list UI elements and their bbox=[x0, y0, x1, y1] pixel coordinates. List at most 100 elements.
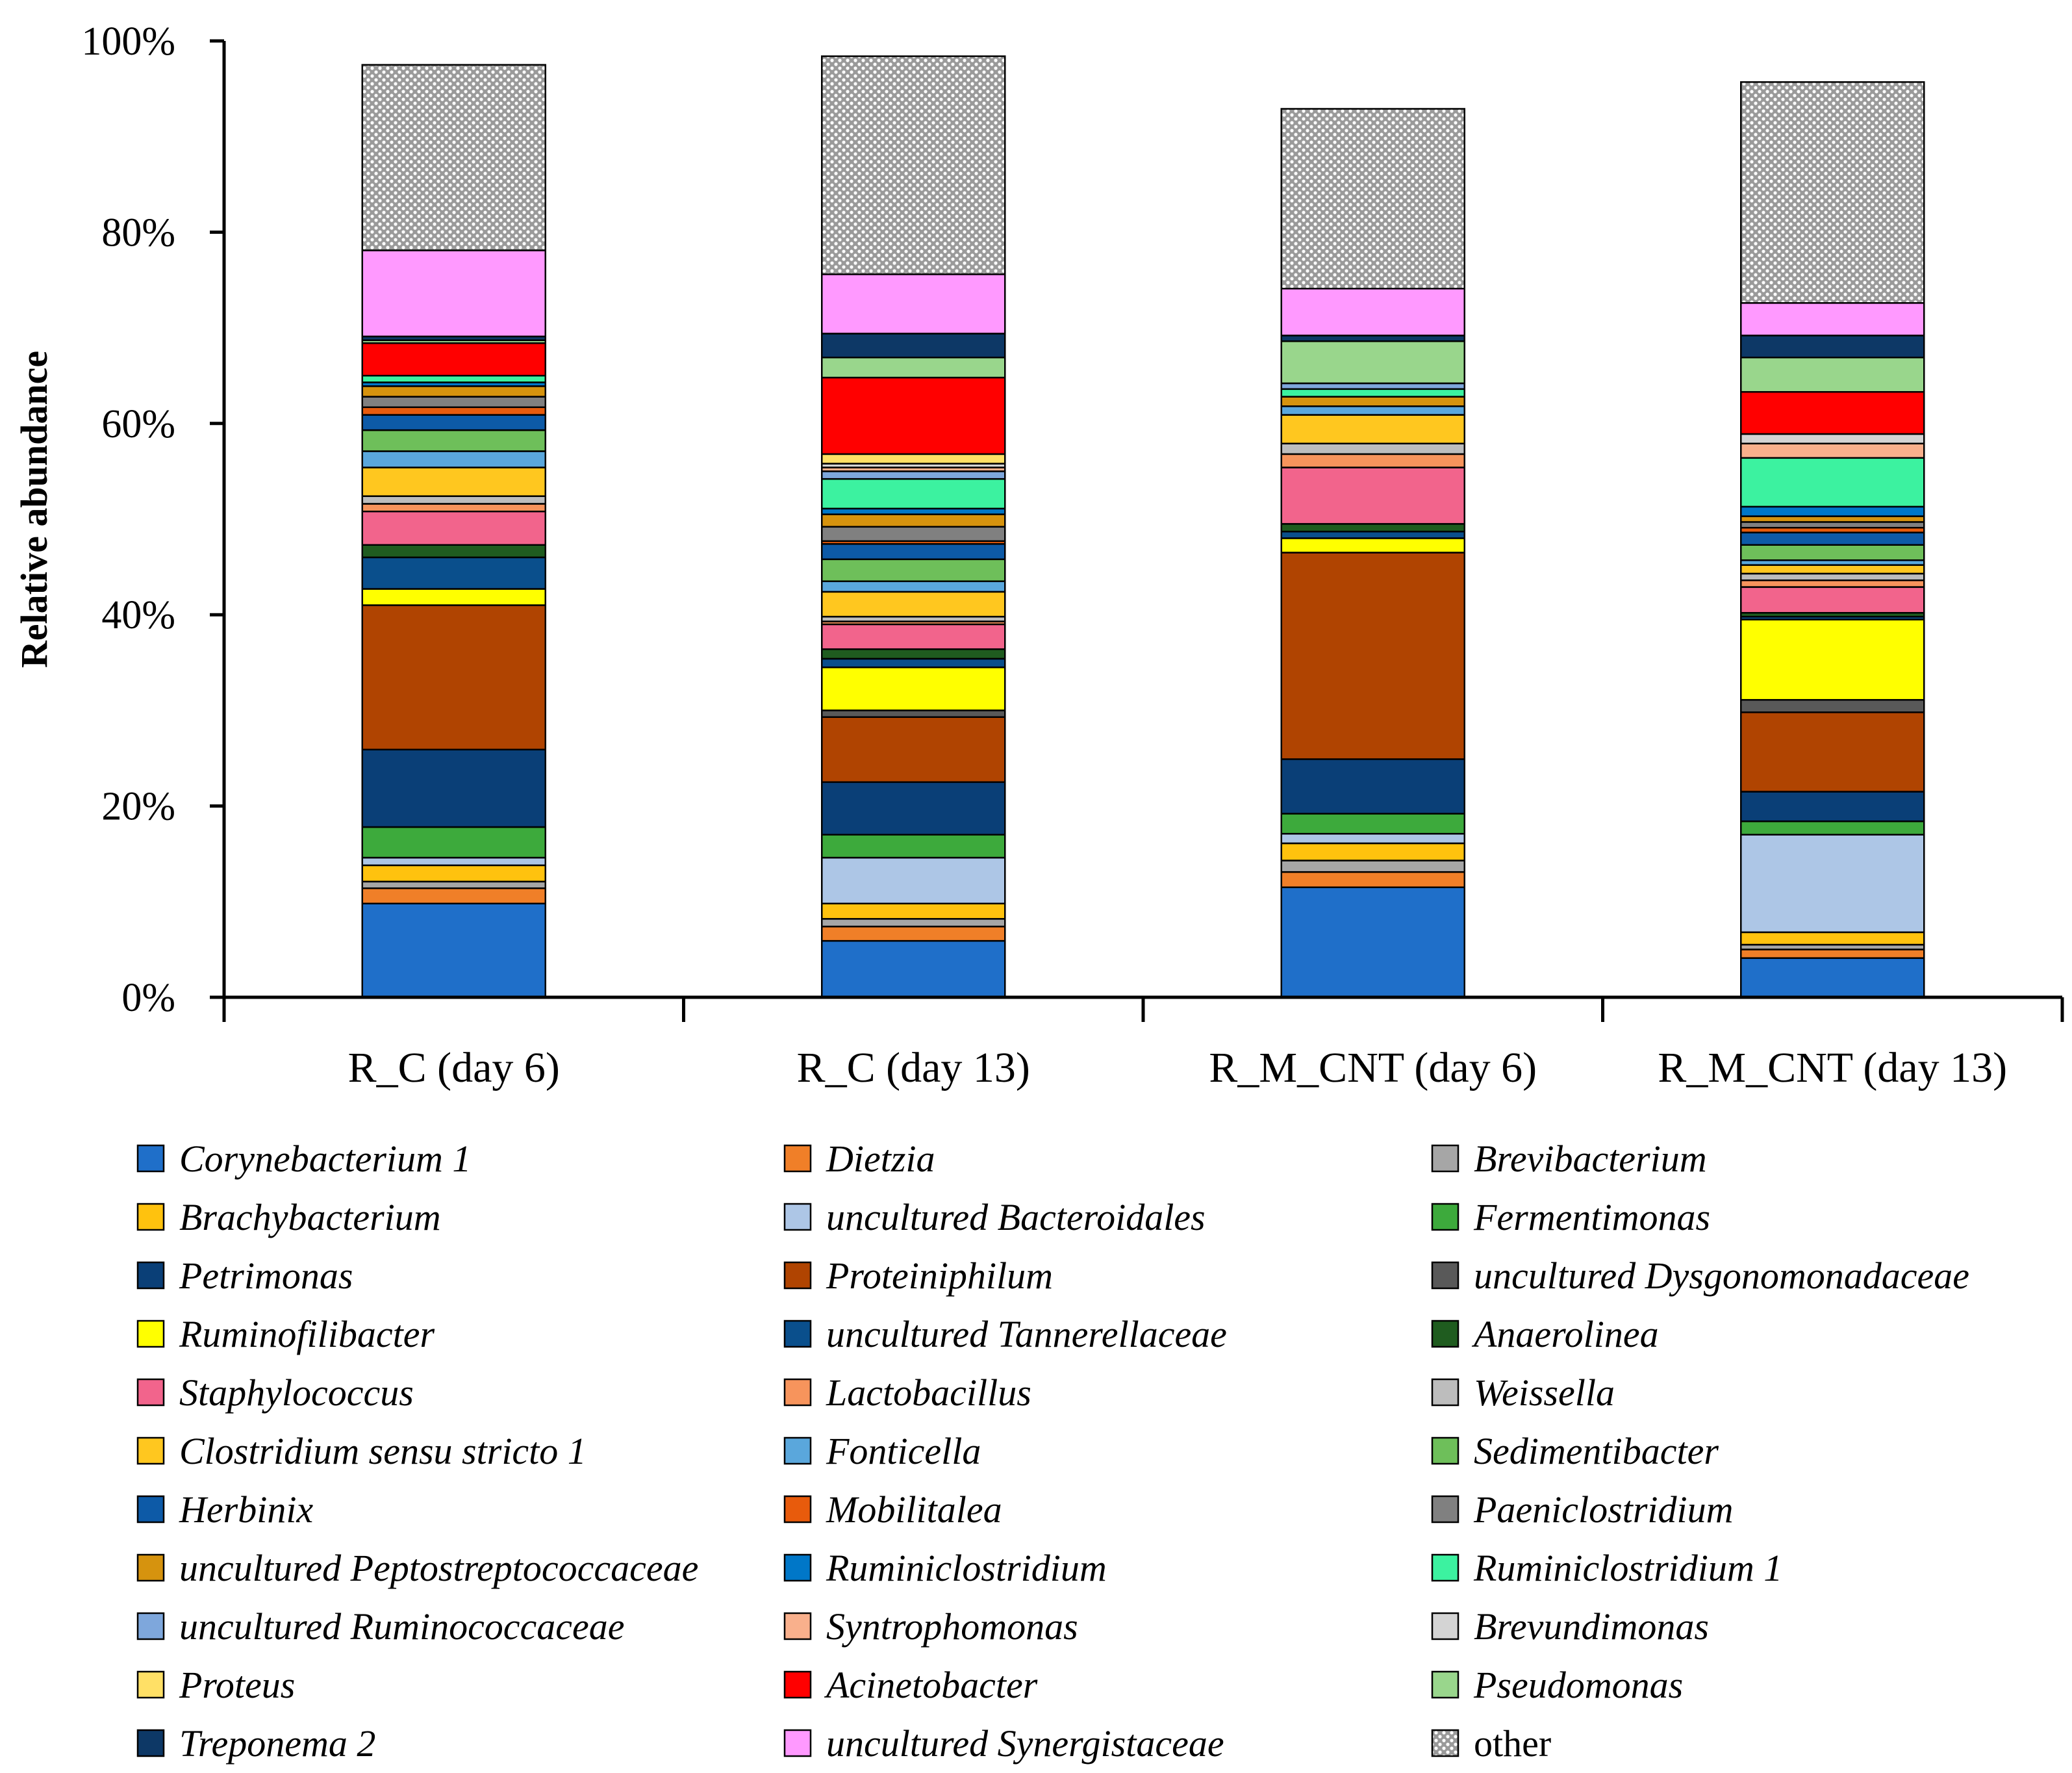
bar-segment-brachybacterium bbox=[1280, 842, 1465, 861]
bar-segment-weissella bbox=[1280, 442, 1465, 455]
legend-item-treponema-2: Treponema 2 bbox=[136, 1722, 375, 1765]
legend-item-pseudomonas: Pseudomonas bbox=[1431, 1664, 1683, 1706]
bar-segment-uncultured-synergistaceae bbox=[361, 249, 546, 338]
bar-segment-clostridium-sensu-stricto-1 bbox=[1280, 414, 1465, 444]
legend: Corynebacterium 1 Dietzia Brevibacterium Br… bbox=[136, 1138, 1969, 1765]
legend-item-herbinix: Herbinix bbox=[136, 1488, 313, 1531]
bar-segment-ruminiclostridium-1 bbox=[1740, 457, 1925, 508]
bar-segment-pseudomonas bbox=[821, 356, 1006, 379]
bar-segment-acinetobacter bbox=[1740, 390, 1925, 435]
bar-segment-brachybacterium bbox=[361, 864, 546, 883]
bar-segment-dietzia bbox=[361, 887, 546, 904]
bar-segment-other bbox=[361, 64, 546, 251]
bar-stack-r-m-cnt-day-13 bbox=[1740, 81, 1925, 999]
bar-segment-weissella bbox=[361, 495, 546, 505]
legend-swatch bbox=[1431, 1261, 1459, 1290]
bar-segment-staphylococcus bbox=[1280, 466, 1465, 525]
bar-segment-proteiniphilum bbox=[1740, 711, 1925, 793]
bar-segment-anaerolinea bbox=[1280, 523, 1465, 533]
legend-item-ruminiclostridium: Ruminiclostridium bbox=[783, 1547, 1107, 1589]
bar-segment-paeniclostridium bbox=[821, 526, 1006, 542]
legend-label: Fonticella bbox=[826, 1430, 981, 1472]
x-tick-label: R_C (day 13) bbox=[797, 1044, 1030, 1091]
bar-segment-herbinix bbox=[821, 543, 1006, 561]
bar-segment-clostridium-sensu-stricto-1 bbox=[821, 591, 1006, 618]
legend-swatch bbox=[136, 1378, 165, 1407]
legend-label: Proteus bbox=[179, 1664, 295, 1706]
bar-segment-brevibacterium bbox=[1280, 860, 1465, 873]
legend-label: Herbinix bbox=[179, 1488, 313, 1531]
bar-segment-fermentimonas bbox=[1280, 813, 1465, 835]
legend-label: Ruminiclostridium bbox=[826, 1547, 1107, 1589]
legend-item-uncultured-ruminococcaceae: uncultured Ruminococcaceae bbox=[136, 1605, 625, 1648]
bar-segment-paeniclostridium bbox=[1740, 521, 1925, 529]
legend-item-paeniclostridium: Paeniclostridium bbox=[1431, 1488, 1734, 1531]
legend-swatch bbox=[1431, 1378, 1459, 1407]
bar-segment-fermentimonas bbox=[361, 826, 546, 859]
legend-swatch bbox=[1431, 1495, 1459, 1524]
legend-label: uncultured Dysgonomonadaceae bbox=[1474, 1255, 1969, 1297]
y-axis-title: Relative abundance bbox=[13, 351, 55, 668]
legend-item-uncultured-synergistaceae: uncultured Synergistaceae bbox=[783, 1722, 1224, 1765]
legend-label: Staphylococcus bbox=[179, 1371, 414, 1414]
bar-segment-dietzia bbox=[1740, 949, 1925, 959]
bar-segment-fonticella bbox=[361, 450, 546, 468]
bar-segment-brevibacterium bbox=[821, 918, 1006, 928]
bar-segment-uncultured-tannerellaceae bbox=[821, 657, 1006, 669]
bar-segment-petrimonas bbox=[361, 748, 546, 828]
bar-segment-ruminiclostridium-1 bbox=[361, 374, 546, 383]
bar-segment-staphylococcus bbox=[361, 510, 546, 546]
bar-segment-uncultured-ruminococcaceae bbox=[821, 470, 1006, 480]
bar-segment-anaerolinea bbox=[361, 544, 546, 559]
legend-swatch bbox=[783, 1144, 812, 1173]
bar-segment-ruminofilibacter bbox=[1280, 537, 1465, 554]
bar-segment-corynebacterium-1 bbox=[361, 902, 546, 999]
legend-item-clostridium-sensu-stricto-1: Clostridium sensu stricto 1 bbox=[136, 1430, 587, 1472]
y-tick-label: 60% bbox=[101, 402, 175, 446]
legend-label: uncultured Tannerellaceae bbox=[826, 1313, 1227, 1355]
legend-label: Proteiniphilum bbox=[826, 1255, 1053, 1297]
legend-item-fermentimonas: Fermentimonas bbox=[1431, 1196, 1710, 1238]
x-tick-label: R_M_CNT (day 6) bbox=[1209, 1044, 1537, 1091]
bar-segment-acinetobacter bbox=[821, 376, 1006, 455]
bar-segment-corynebacterium-1 bbox=[821, 939, 1006, 999]
bar-segment-ruminiclostridium bbox=[821, 507, 1006, 515]
bar-segment-fermentimonas bbox=[1740, 820, 1925, 836]
bar-segment-other bbox=[1280, 108, 1465, 290]
legend-label: uncultured Peptostreptococcaceae bbox=[179, 1547, 698, 1589]
legend-swatch bbox=[136, 1320, 165, 1348]
legend-item-weissella: Weissella bbox=[1431, 1371, 1615, 1414]
bar-segment-other bbox=[821, 55, 1006, 275]
bar-segment-weissella bbox=[1740, 572, 1925, 581]
legend-label: Fermentimonas bbox=[1473, 1196, 1710, 1238]
bar-segment-uncultured-peptostreptococcaceae bbox=[361, 385, 546, 398]
legend-swatch bbox=[783, 1729, 812, 1757]
bar-segment-proteiniphilum bbox=[1280, 552, 1465, 760]
legend-label: Corynebacterium 1 bbox=[179, 1138, 471, 1180]
legend-item-uncultured-tannerellaceae: uncultured Tannerellaceae bbox=[783, 1313, 1227, 1355]
legend-item-brachybacterium: Brachybacterium bbox=[136, 1196, 441, 1238]
bar-segment-proteiniphilum bbox=[821, 716, 1006, 784]
bar-segment-uncultured-bacteroidales bbox=[1280, 833, 1465, 845]
legend-label: uncultured Ruminococcaceae bbox=[179, 1605, 625, 1648]
legend-swatch bbox=[136, 1144, 165, 1173]
legend-item-other: other bbox=[1431, 1722, 1551, 1765]
legend-swatch bbox=[783, 1495, 812, 1524]
bar-segment-paeniclostridium bbox=[361, 396, 546, 409]
bar-segment-uncultured-bacteroidales bbox=[1740, 834, 1925, 934]
bar-segment-uncultured-peptostreptococcaceae bbox=[1740, 515, 1925, 523]
axes-layer: 0% 20% 40% 60% 80% 100% R_C (day 6) R_C (day 13… bbox=[81, 19, 2064, 1091]
bar-segment-petrimonas bbox=[1740, 791, 1925, 823]
legend-item-brevundimonas: Brevundimonas bbox=[1431, 1605, 1709, 1648]
bar-segment-ruminiclostridium-1 bbox=[1280, 388, 1465, 398]
legend-swatch bbox=[136, 1203, 165, 1231]
legend-swatch bbox=[783, 1320, 812, 1348]
legend-item-uncultured-bacteroidales: uncultured Bacteroidales bbox=[783, 1196, 1206, 1238]
legend-swatch bbox=[136, 1495, 165, 1524]
legend-swatch bbox=[136, 1729, 165, 1757]
legend-item-proteus: Proteus bbox=[136, 1664, 295, 1706]
legend-label: Syntrophomonas bbox=[826, 1605, 1078, 1648]
legend-label: Sedimentibacter bbox=[1474, 1430, 1719, 1472]
bar-segment-treponema-2 bbox=[1740, 335, 1925, 359]
bar-segment-ruminofilibacter bbox=[821, 666, 1006, 711]
